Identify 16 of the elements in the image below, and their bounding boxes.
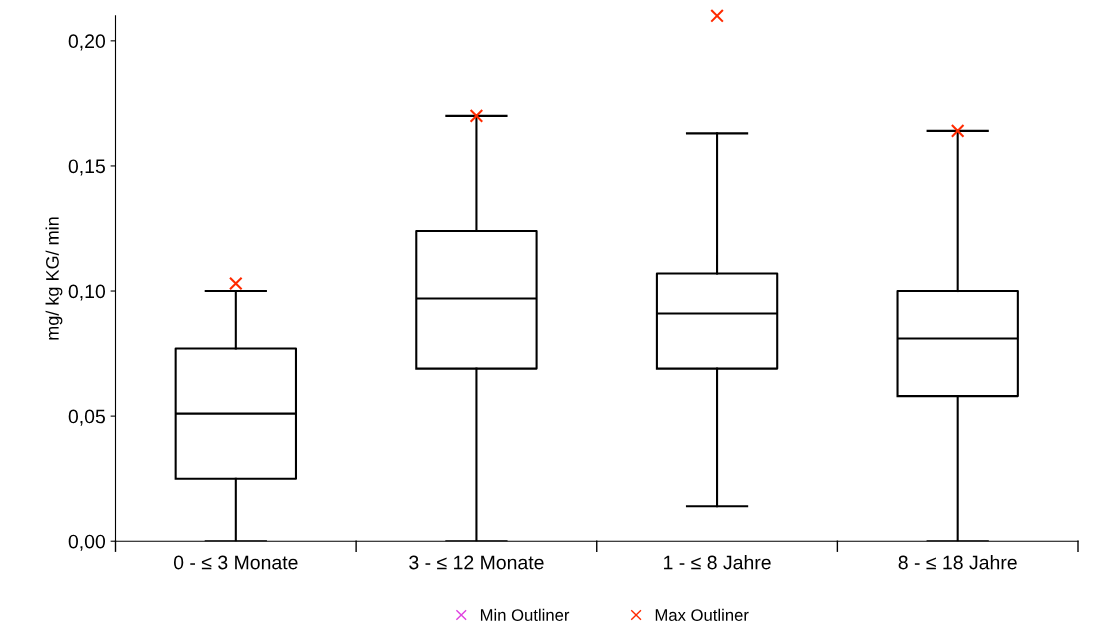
point xyxy=(228,276,243,291)
y-tick-label: 0,20 xyxy=(68,34,106,51)
legend-label: Max Outliner xyxy=(655,608,749,621)
y-tick-label: 0,15 xyxy=(68,159,105,176)
y-tick-label: 0,05 xyxy=(68,409,105,426)
point xyxy=(469,109,484,123)
legend-label: Min Outliner xyxy=(480,608,570,621)
x-tick-label: 3 - ≤ 12 Monate xyxy=(409,555,544,570)
y-tick-label: 0,10 xyxy=(68,284,106,301)
point xyxy=(950,124,965,138)
x-tick-label: 8 - ≤ 18 Jahre xyxy=(898,555,1017,570)
point xyxy=(710,8,724,23)
y-tick-label: 0,00 xyxy=(68,534,106,551)
y-axis-title: mg/ kg KG/ min xyxy=(45,217,63,340)
x-tick-label: 1 - ≤ 8 Jahre xyxy=(664,555,771,570)
x-tick-label: 0 - ≤ 3 Monate xyxy=(173,555,298,570)
